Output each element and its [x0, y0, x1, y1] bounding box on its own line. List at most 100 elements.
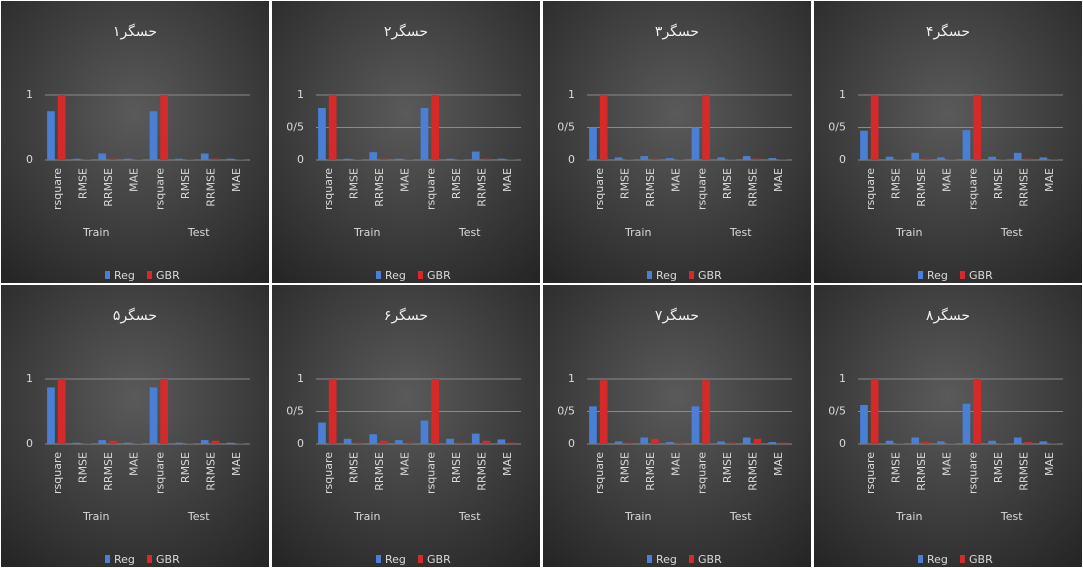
group-label: Train	[353, 510, 380, 523]
x-tick-label: MAE	[128, 452, 141, 476]
y-tick-label: 0/5	[828, 405, 846, 418]
bar	[380, 158, 388, 160]
bar	[717, 441, 725, 444]
bar	[482, 440, 491, 444]
legend-swatch	[376, 555, 381, 563]
y-tick-label: 1	[839, 88, 846, 101]
x-tick-label: RMSE	[889, 168, 902, 199]
bar	[354, 159, 363, 160]
bar	[160, 379, 168, 444]
bar	[471, 151, 480, 160]
x-tick-label: RMSE	[992, 452, 1005, 483]
bar	[211, 440, 220, 444]
bar	[666, 442, 674, 444]
legend-swatch	[418, 555, 423, 563]
chart-title: حسگر۶	[384, 307, 428, 324]
bar	[175, 442, 183, 444]
x-tick-label: RMSE	[992, 168, 1005, 199]
bar	[47, 111, 55, 160]
bar	[727, 442, 736, 444]
bar	[343, 158, 352, 160]
bar	[497, 439, 506, 444]
x-tick-label: RRMSE	[476, 168, 489, 207]
legend-swatch	[147, 271, 152, 279]
legend-label: Reg	[927, 269, 948, 282]
bar	[614, 157, 623, 160]
bar	[625, 159, 634, 160]
x-tick-label: RRMSE	[915, 168, 928, 207]
x-tick-label: MAE	[399, 452, 412, 476]
y-tick-label: 0	[568, 153, 575, 166]
y-tick-label: 0/5	[557, 121, 575, 134]
x-tick-label: RMSE	[450, 452, 463, 483]
bar	[175, 158, 183, 160]
bar	[651, 438, 659, 444]
y-tick-label: 0/5	[286, 121, 304, 134]
group-label: Train	[82, 226, 109, 239]
x-tick-label: RRMSE	[205, 452, 218, 491]
x-tick-label: RRMSE	[205, 168, 218, 207]
panel-bg	[1, 1, 269, 283]
bar	[149, 111, 158, 160]
bar	[134, 159, 143, 160]
bar	[446, 438, 454, 444]
x-tick-label: MAE	[772, 168, 785, 192]
x-tick-label: MAE	[941, 168, 954, 192]
bar	[354, 442, 363, 444]
x-tick-label: RRMSE	[373, 168, 386, 207]
legend-label: GBR	[969, 553, 993, 566]
group-label: Train	[624, 510, 651, 523]
group-label: Test	[1000, 226, 1023, 239]
x-tick-label: rsquare	[153, 168, 166, 210]
x-tick-label: MAE	[670, 168, 683, 192]
x-tick-label: MAE	[1043, 452, 1056, 476]
x-tick-label: RRMSE	[747, 452, 760, 491]
bar	[937, 157, 945, 160]
y-tick-label: 1	[297, 88, 304, 101]
panel-bg	[272, 285, 540, 567]
x-tick-label: RMSE	[347, 452, 360, 483]
legend-swatch	[376, 271, 381, 279]
chart-title: حسگر۵	[113, 307, 157, 324]
y-tick-label: 0	[26, 153, 33, 166]
bar	[405, 159, 414, 160]
x-tick-label: RMSE	[889, 452, 902, 483]
x-tick-label: rsquare	[424, 452, 437, 494]
legend-label: GBR	[427, 553, 451, 566]
legend-label: Reg	[114, 269, 135, 282]
legend-label: Reg	[927, 553, 948, 566]
x-tick-label: RRMSE	[102, 452, 115, 491]
bar	[124, 158, 132, 160]
bar	[318, 422, 326, 444]
panel-bg	[543, 285, 811, 567]
bar	[779, 442, 787, 444]
bar	[998, 159, 1007, 160]
legend-swatch	[647, 271, 652, 279]
bar	[998, 443, 1007, 444]
group-label: Train	[895, 510, 922, 523]
legend-label: GBR	[156, 553, 180, 566]
group-label: Train	[624, 226, 651, 239]
bar	[185, 159, 194, 160]
bar	[1039, 157, 1048, 160]
x-tick-label: RRMSE	[1018, 452, 1031, 491]
group-label: Test	[458, 226, 481, 239]
bar	[625, 442, 634, 444]
legend-label: Reg	[114, 553, 135, 566]
bar	[369, 434, 378, 444]
x-tick-label: RRMSE	[915, 452, 928, 491]
x-tick-label: MAE	[128, 168, 141, 192]
legend-swatch	[960, 271, 965, 279]
x-tick-label: rsquare	[153, 452, 166, 494]
bar	[676, 442, 685, 444]
bar	[482, 158, 491, 160]
x-tick-label: RRMSE	[102, 168, 115, 207]
bar	[431, 95, 439, 160]
legend-swatch	[960, 555, 965, 563]
bar	[768, 158, 777, 160]
bar	[640, 437, 649, 444]
bar	[937, 441, 945, 444]
x-tick-label: rsquare	[424, 168, 437, 210]
x-tick-label: RRMSE	[644, 452, 657, 491]
y-tick-label: 0	[839, 437, 846, 450]
